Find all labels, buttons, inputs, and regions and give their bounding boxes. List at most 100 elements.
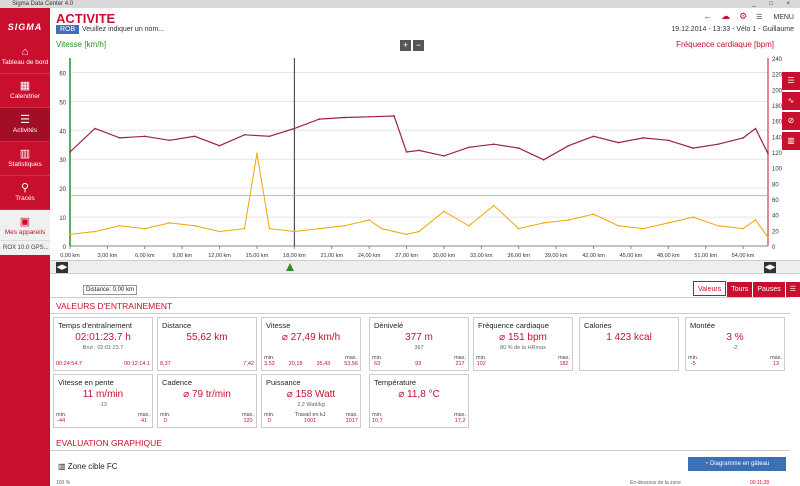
- stat-title: Puissance: [266, 378, 301, 387]
- sidebar-item-calendar[interactable]: ▦ Calendrier: [0, 74, 50, 108]
- stat-value: 55,62 km: [186, 332, 228, 343]
- stat-card: Vitesse ⌀ 27,49 km/h min. 3,53 20,18 35,43 max…: [261, 317, 361, 371]
- sidebar-item-dashboard[interactable]: ⌂ Tableau de bord: [0, 40, 50, 74]
- x-tick-label: 18,00 km: [283, 253, 306, 259]
- hr-point: [642, 137, 645, 139]
- menu-button[interactable]: ☰ MENU: [756, 14, 794, 21]
- stat-cell-value: 20,18: [288, 361, 303, 367]
- left-tick-label: 20: [59, 187, 66, 193]
- stat-cell-value: 102: [476, 361, 486, 367]
- right-axis-label[interactable]: Fréquence cardiaque [bpm]: [676, 40, 774, 49]
- x-tick-label: 6,00 km: [135, 253, 155, 259]
- speed-point: [667, 222, 670, 224]
- gear-icon[interactable]: ⚙: [739, 11, 748, 21]
- hr-point: [318, 118, 321, 120]
- right-tick-label: 100: [772, 167, 783, 173]
- hr-zone-label: ▥ Zone cible FC: [58, 462, 118, 471]
- zoom-in-button[interactable]: +: [400, 40, 411, 51]
- stat-cell: max. 17,2: [454, 412, 466, 424]
- stat-sub: -13: [99, 402, 107, 408]
- stat-cell: min. 3,53: [264, 355, 275, 367]
- hr-point: [218, 144, 221, 147]
- x-tick-label: 36,00 km: [507, 253, 530, 259]
- stat-cell-value: 0: [267, 418, 271, 424]
- window-title: Sigma Data Center 4.0: [12, 1, 74, 7]
- stat-breakdown: 8,37 7,42: [160, 355, 254, 367]
- window-controls[interactable]: _ □ ×: [752, 1, 796, 7]
- slider-right-handle[interactable]: ◀▶: [764, 262, 776, 273]
- x-tick-label: 54,00 km: [732, 253, 755, 259]
- stat-breakdown: min. 102 max. 182: [476, 355, 570, 367]
- right-tick-label: 180: [772, 104, 783, 110]
- range-slider[interactable]: ◀▶ ◀▶: [50, 260, 800, 274]
- x-tick-label: 48,00 km: [657, 253, 680, 259]
- speed-point: [218, 230, 221, 233]
- stat-cell: Travail en kJ 1001: [295, 412, 326, 424]
- left-axis-label[interactable]: Vitesse [km/h]: [56, 40, 107, 49]
- speed-point: [468, 224, 470, 227]
- activity-chart[interactable]: Vitesse [km/h] Fréquence cardiaque [bpm]…: [50, 38, 800, 268]
- header-actions: ← ☁ ⚙ ☰ MENU: [694, 11, 794, 22]
- compare-icon[interactable]: ⊘: [782, 112, 800, 130]
- x-tick-label: 12,00 km: [208, 253, 231, 259]
- speed-point: [418, 230, 420, 233]
- stat-cell: min. 102: [476, 355, 486, 367]
- x-tick-label: 51,00 km: [694, 253, 717, 259]
- cloud-upload-icon[interactable]: ☁: [721, 11, 731, 21]
- stat-breakdown: min. 0 Travail en kJ 1001 max. 1017: [264, 412, 358, 424]
- hr-point: [193, 135, 196, 138]
- list-view-icon[interactable]: ☰: [782, 72, 800, 90]
- stat-breakdown: min. -44 max. 41: [56, 412, 150, 424]
- stat-cell-value: 217: [455, 361, 465, 367]
- line-chart-icon[interactable]: ∿: [782, 92, 800, 110]
- stat-cell: 8,37: [160, 355, 171, 367]
- stat-cell: max. 217: [454, 355, 466, 367]
- back-arrow-icon[interactable]: ←: [703, 11, 713, 21]
- tab-pauses[interactable]: Pauses: [753, 282, 785, 297]
- zoom-controls: + −: [400, 40, 426, 51]
- sidebar-item-statistics[interactable]: ▥ Statistiques: [0, 142, 50, 176]
- stat-breakdown: min. -5 max. 13: [688, 355, 782, 367]
- device-name[interactable]: ROX 10.0 GPS...: [0, 240, 50, 255]
- left-tick-label: 60: [59, 71, 66, 77]
- tab-laps[interactable]: Tours: [727, 282, 753, 297]
- activity-name-field[interactable]: Veuillez indiquer un nom...: [82, 26, 165, 33]
- slider-left-handle[interactable]: ◀▶: [56, 262, 68, 273]
- stat-value: ⌀ 11,8 °C: [398, 389, 440, 400]
- sidebar-item-devices[interactable]: ▣ Mes appareils: [0, 210, 50, 240]
- tab-values[interactable]: Valeurs: [693, 281, 727, 296]
- window-titlebar: Sigma Data Center 4.0 _ □ ×: [0, 0, 800, 8]
- bar-view-icon[interactable]: ▥: [782, 132, 800, 150]
- stat-card: Fréquence cardiaque ⌀ 151 bpm 80 % de la H…: [473, 317, 573, 371]
- stat-cell-label: min.: [476, 355, 487, 361]
- hr-point: [69, 151, 71, 153]
- device-icon: ▣: [19, 216, 31, 228]
- speed-point: [193, 224, 196, 227]
- speed-point: [243, 227, 246, 230]
- graph-section-title: EVALUATION GRAPHIQUE: [56, 438, 162, 448]
- data-tabs: Valeurs Tours Pauses ☰: [692, 281, 800, 297]
- sport-tag[interactable]: ROB: [56, 25, 80, 34]
- activity-user: Guillaume: [762, 26, 794, 33]
- hr-point: [243, 133, 246, 136]
- hr-point: [443, 155, 445, 157]
- stat-cell-label: min.: [372, 355, 383, 361]
- stat-cell-value: 93: [415, 361, 422, 367]
- sidebar-item-activities[interactable]: ☰ Activités: [0, 108, 50, 142]
- pie-chart-button[interactable]: ◔ Diagramme en gâteau: [688, 457, 786, 471]
- sidebar-item-tracks[interactable]: ⚲ Tracés: [0, 176, 50, 210]
- x-tick-label: 3,00 km: [98, 253, 118, 259]
- stat-title: Vitesse en pente: [58, 378, 114, 387]
- right-tick-label: 20: [772, 229, 779, 235]
- position-marker[interactable]: [286, 263, 294, 271]
- stat-title: Calories: [584, 321, 612, 330]
- list-icon[interactable]: ☰: [785, 282, 800, 297]
- zoom-out-button[interactable]: −: [413, 40, 424, 51]
- chart-plot[interactable]: 0 10 20 30 40 50 60 0 20 40 60 80 100 120 140 160 180 200…: [50, 50, 800, 272]
- list-icon: ☰: [20, 114, 30, 126]
- stat-card: Vitesse en pente 11 m/min -13 min. -44 max. 41: [53, 374, 153, 428]
- stat-cell-label: max.: [558, 355, 570, 361]
- speed-point: [143, 227, 146, 230]
- stat-cell-value: 7,42: [243, 361, 254, 367]
- x-tick-label: 39,00 km: [545, 253, 568, 259]
